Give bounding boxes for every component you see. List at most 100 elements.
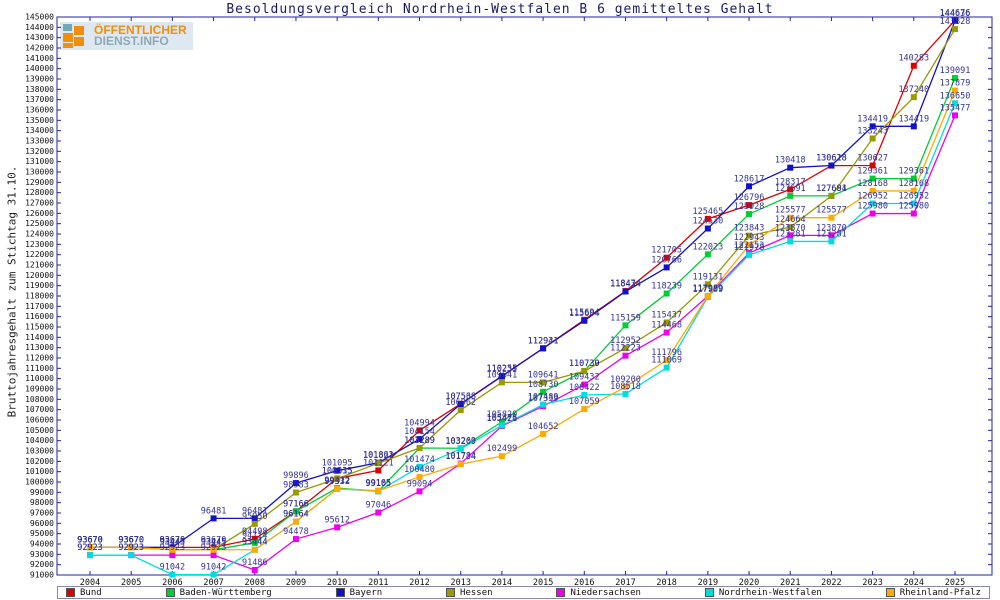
data-point[interactable] [292,518,299,525]
data-point[interactable] [787,232,794,239]
data-point[interactable] [498,422,505,429]
data-point[interactable] [704,293,711,300]
data-point[interactable] [746,251,753,258]
data-point[interactable] [169,571,176,578]
data-point[interactable] [128,544,135,551]
data-point[interactable] [787,192,794,199]
data-point[interactable] [952,17,958,24]
data-point[interactable] [498,379,505,386]
data-point[interactable] [292,480,299,487]
data-point[interactable] [292,489,299,496]
data-point[interactable] [457,461,464,468]
legend-item-nordrhein-westfalen[interactable]: Nordrhein-Westfalen [704,588,822,598]
data-point[interactable] [622,288,629,295]
data-point[interactable] [910,175,917,182]
data-point[interactable] [210,571,217,578]
data-point[interactable] [910,123,917,130]
data-point[interactable] [663,329,670,336]
data-point[interactable] [787,224,794,231]
data-point[interactable] [210,546,217,553]
data-point[interactable] [663,264,670,271]
data-point[interactable] [251,539,258,546]
data-point[interactable] [869,123,876,130]
data-point[interactable] [87,544,93,551]
data-point[interactable] [416,488,423,495]
data-point[interactable] [416,474,423,481]
data-point[interactable] [251,546,258,553]
data-point[interactable] [663,319,670,326]
data-point[interactable] [581,391,588,398]
data-point[interactable] [787,186,794,193]
data-point[interactable] [910,62,917,69]
data-point[interactable] [622,390,629,397]
site-logo[interactable]: ÖFFENTLICHER DIENST.INFO [60,22,193,50]
data-point[interactable] [375,487,382,494]
data-point[interactable] [334,475,341,482]
legend-item-hessen[interactable]: Hessen [446,588,493,598]
data-point[interactable] [251,566,258,573]
data-point[interactable] [251,535,258,542]
data-point[interactable] [952,87,958,94]
data-point[interactable] [375,467,382,474]
data-point[interactable] [704,281,711,288]
data-point[interactable] [416,463,423,470]
data-point[interactable] [375,460,382,467]
data-point[interactable] [869,135,876,142]
data-point[interactable] [869,175,876,182]
data-point[interactable] [746,211,753,218]
data-point[interactable] [210,552,217,559]
data-point[interactable] [334,467,341,474]
data-point[interactable] [622,322,629,329]
data-point[interactable] [622,352,629,359]
data-point[interactable] [622,383,629,390]
data-point[interactable] [292,508,299,515]
data-point[interactable] [251,520,258,527]
data-point[interactable] [416,445,423,452]
data-point[interactable] [828,192,835,199]
data-point[interactable] [87,552,93,559]
data-point[interactable] [498,453,505,460]
data-point[interactable] [952,112,958,119]
data-point[interactable] [416,436,423,443]
data-point[interactable] [169,546,176,553]
data-point[interactable] [540,345,547,352]
data-point[interactable] [540,401,547,408]
data-point[interactable] [828,214,835,221]
data-point[interactable] [704,215,711,222]
data-point[interactable] [457,445,464,452]
data-point[interactable] [828,232,835,239]
data-point[interactable] [910,200,917,207]
data-point[interactable] [663,364,670,371]
data-point[interactable] [375,509,382,516]
data-point[interactable] [746,232,753,239]
data-point[interactable] [704,225,711,232]
data-point[interactable] [704,251,711,258]
data-point[interactable] [334,485,341,492]
data-point[interactable] [910,94,917,101]
data-point[interactable] [787,238,794,245]
data-point[interactable] [169,552,176,559]
data-point[interactable] [869,210,876,217]
data-point[interactable] [663,357,670,364]
data-point[interactable] [622,345,629,352]
data-point[interactable] [128,552,135,559]
data-point[interactable] [828,238,835,245]
data-point[interactable] [498,418,505,425]
data-point[interactable] [416,427,423,434]
legend-item-niedersachsen[interactable]: Niedersachsen [556,588,641,598]
data-point[interactable] [581,406,588,413]
data-point[interactable] [540,379,547,386]
data-point[interactable] [334,524,341,531]
data-point[interactable] [540,388,547,395]
data-point[interactable] [210,515,217,522]
data-point[interactable] [457,407,464,414]
data-point[interactable] [663,254,670,261]
data-point[interactable] [952,26,958,33]
legend-item-bund[interactable]: Bund [66,588,102,598]
data-point[interactable] [869,187,876,194]
legend-item-rheinland-pfalz[interactable]: Rheinland-Pfalz [885,588,981,598]
legend-item-bayern[interactable]: Bayern [335,588,382,598]
data-point[interactable] [581,368,588,375]
data-point[interactable] [498,373,505,380]
data-point[interactable] [869,200,876,207]
